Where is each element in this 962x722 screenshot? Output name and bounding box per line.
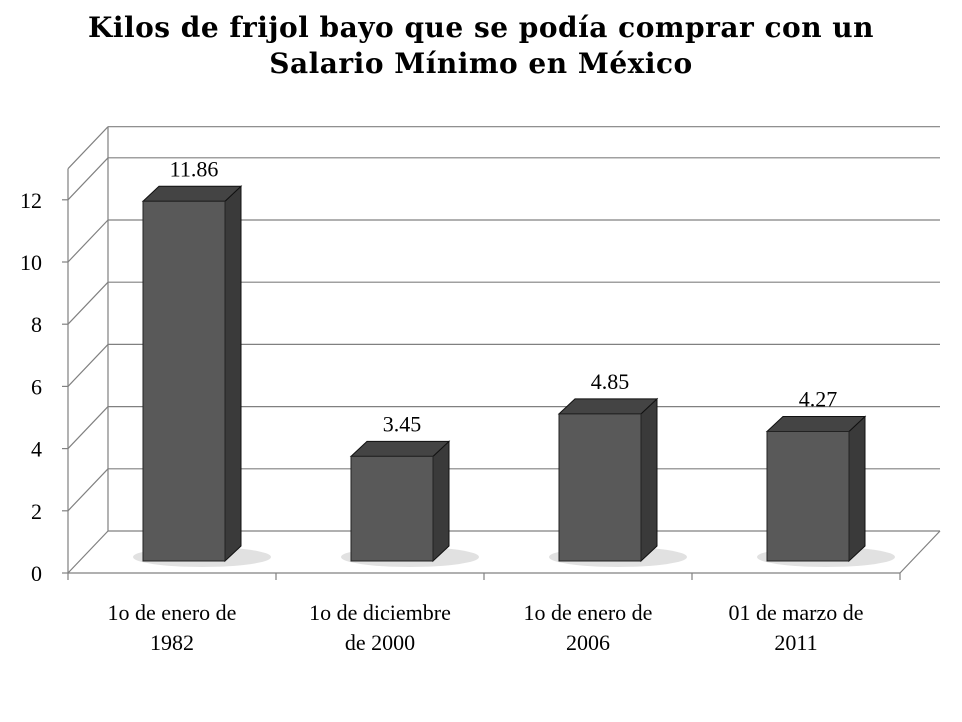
- gridline-diagonal: [67, 281, 109, 325]
- floor-edge: [899, 530, 941, 574]
- bar-side: [848, 415, 866, 563]
- x-tick-label: 1982: [150, 630, 194, 655]
- bar-side: [432, 440, 450, 563]
- x-tick-label: 01 de marzo de: [729, 600, 864, 625]
- chart-title-line-2: Salario Mínimo en México: [269, 47, 693, 80]
- x-tick-label: 2011: [774, 630, 817, 655]
- x-tick-label: 2006: [566, 630, 610, 655]
- chart-title: Kilos de frijol bayo que se podía compra…: [0, 10, 962, 82]
- gridline-diagonal: [67, 468, 109, 512]
- data-label: 4.85: [591, 369, 630, 394]
- bar-top: [141, 185, 243, 202]
- x-tick-label: de 2000: [345, 630, 415, 655]
- x-tick-label: 1o de enero de: [524, 600, 653, 625]
- x-tick-label: 1o de diciembre: [309, 600, 451, 625]
- bar-top: [765, 415, 867, 432]
- bar: [558, 413, 642, 562]
- gridline-diagonal: [67, 343, 109, 387]
- chart-title-line-1: Kilos de frijol bayo que se podía compra…: [87, 11, 875, 44]
- y-tick-label: 10: [20, 250, 42, 275]
- y-tick-label: 6: [31, 374, 42, 399]
- gridline-diagonal: [67, 157, 109, 201]
- bar: [350, 455, 434, 562]
- y-tick-label: 4: [31, 437, 42, 462]
- bar-side: [640, 397, 658, 563]
- y-tick-label: 0: [31, 561, 42, 586]
- bar: [142, 200, 226, 562]
- data-label: 3.45: [383, 411, 422, 436]
- gridline-diagonal: [67, 126, 109, 170]
- bar-top: [557, 398, 659, 415]
- bar-top: [349, 440, 451, 457]
- y-tick-label: 12: [20, 188, 42, 213]
- data-label: 11.86: [170, 156, 219, 181]
- y-tick-label: 8: [31, 312, 42, 337]
- data-label: 4.27: [799, 386, 838, 411]
- gridline-diagonal: [67, 406, 109, 450]
- gridline-diagonal: [67, 219, 109, 263]
- gridline-diagonal: [67, 530, 109, 574]
- bar: [766, 430, 850, 562]
- y-tick-label: 2: [31, 499, 42, 524]
- x-tick-label: 1o de enero de: [108, 600, 237, 625]
- bar-side: [224, 185, 242, 563]
